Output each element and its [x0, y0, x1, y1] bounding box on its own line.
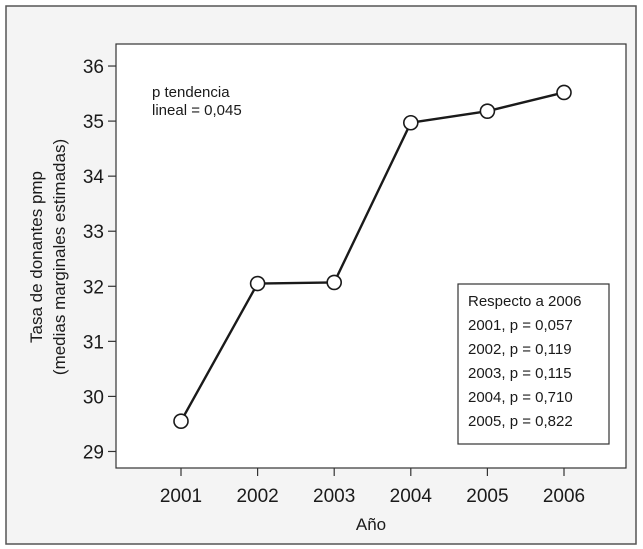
y-tick-label-36: 36 — [83, 57, 104, 78]
y-tick-label-34: 34 — [83, 167, 105, 188]
y-tick-label-29: 29 — [83, 442, 104, 463]
y-tick-label-32: 32 — [83, 277, 104, 298]
data-point-2001 — [173, 413, 189, 429]
series-line — [179, 91, 565, 422]
series — [173, 84, 572, 429]
trend-annotation-line-1: p tendencia — [152, 84, 230, 101]
x-tick-label-2005: 2005 — [466, 486, 508, 507]
comparison-box-line-2004: 2004, p = 0,710 — [468, 389, 573, 406]
comparison-box-line-2003: 2003, p = 0,115 — [468, 365, 572, 382]
data-point-2002 — [249, 275, 266, 292]
y-axis-label-line-2: (medias marginales estimadas) — [50, 139, 69, 375]
comparison-box-line-2001: 2001, p = 0,057 — [468, 317, 573, 334]
comparison-box-line-2002: 2002, p = 0,119 — [468, 341, 572, 358]
x-tick-label-2001: 2001 — [160, 486, 202, 507]
data-point-2006 — [556, 84, 572, 101]
y-axis-label: Tasa de donantes pmp (medias marginales … — [27, 139, 69, 375]
y-tick-label-31: 31 — [83, 332, 104, 353]
x-axis-label: Año — [356, 515, 386, 534]
y-axis: 29 30 31 32 33 34 35 36 — [83, 57, 116, 463]
trend-annotation-line-2: lineal = 0,045 — [152, 102, 242, 119]
trend-annotation: p tendencia lineal = 0,045 — [152, 84, 242, 119]
y-axis-label-line-1: Tasa de donantes pmp — [27, 171, 46, 343]
y-tick-label-33: 33 — [83, 222, 104, 243]
y-tick-label-30: 30 — [83, 387, 104, 408]
comparison-box-title: Respecto a 2006 — [468, 293, 581, 310]
data-point-2003 — [326, 274, 343, 291]
x-tick-label-2004: 2004 — [390, 486, 433, 507]
x-axis: 2001 2002 2003 2004 2005 2006 — [160, 468, 585, 507]
comparison-box-line-2005: 2005, p = 0,822 — [468, 413, 573, 430]
x-tick-label-2006: 2006 — [543, 486, 585, 507]
y-tick-label-35: 35 — [83, 112, 104, 133]
data-point-2004 — [402, 114, 419, 131]
x-tick-label-2003: 2003 — [313, 486, 355, 507]
comparison-box: Respecto a 2006 2001, p = 0,057 2002, p … — [457, 283, 610, 445]
comparison-box-frame — [457, 283, 610, 445]
x-tick-label-2002: 2002 — [236, 486, 278, 507]
data-point-2005 — [479, 103, 496, 119]
